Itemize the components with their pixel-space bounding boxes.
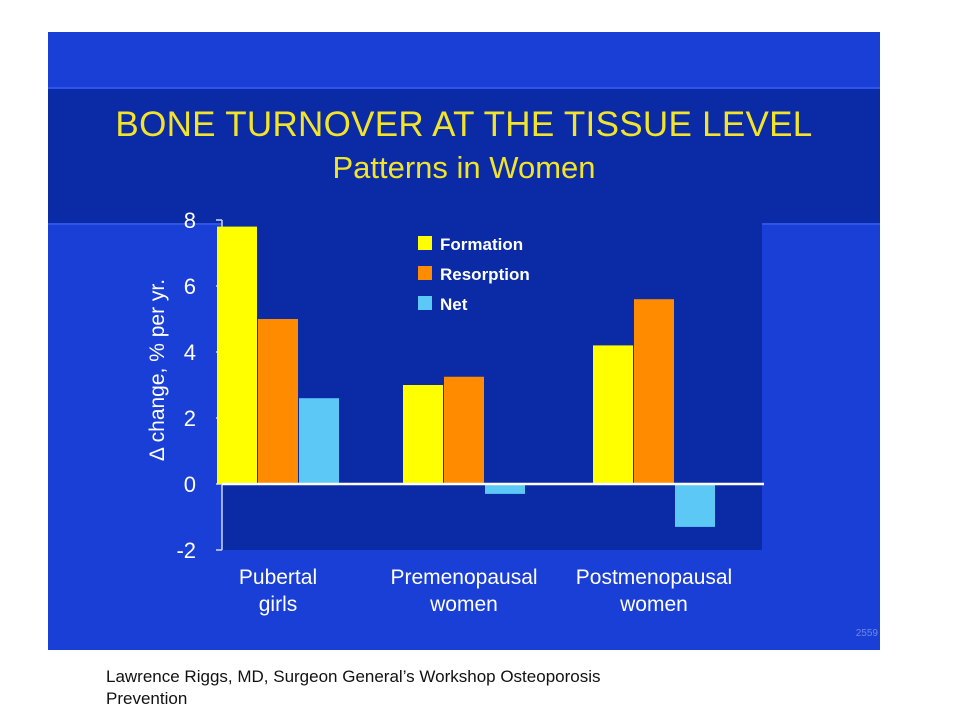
slide: BONE TURNOVER AT THE TISSUE LEVEL Patter… [48, 32, 880, 650]
bar-net-0 [299, 398, 339, 484]
x-category-label: women [429, 593, 498, 616]
title-band [48, 87, 880, 225]
bar-resorption-0 [258, 319, 298, 484]
x-category-label: girls [259, 593, 298, 616]
y-tick-label: 2 [184, 406, 196, 431]
slide-subtitle: Patterns in Women [332, 150, 596, 185]
bar-formation-0 [217, 226, 257, 484]
bar-chart: 8 6 4 2 0 -2 Δ change, % per yr. Pubertal girls P… [146, 208, 764, 616]
x-category-label: Premenopausal [390, 566, 537, 589]
legend-swatch-resorption [418, 266, 432, 280]
caption: Lawrence Riggs, MD, Surgeon General’s Wo… [106, 666, 806, 710]
caption-line-2: Prevention [106, 689, 188, 708]
x-category-label: women [619, 593, 688, 616]
legend-swatch-net [418, 296, 432, 310]
bar-resorption-2 [634, 299, 674, 484]
bar-net-2 [675, 484, 715, 527]
slide-title: BONE TURNOVER AT THE TISSUE LEVEL [115, 105, 813, 144]
x-category-label: Postmenopausal [576, 566, 732, 589]
legend-swatch-formation [418, 236, 432, 250]
y-axis-title: Δ change, % per yr. [146, 279, 169, 461]
legend-label-formation: Formation [440, 235, 523, 254]
y-tick-label: 6 [184, 274, 196, 299]
bar-net-1 [485, 484, 525, 494]
x-category-label: Pubertal [239, 566, 317, 589]
y-tick-label: 4 [184, 340, 196, 365]
bar-resorption-1 [444, 376, 484, 484]
slide-number: 2559 [855, 628, 878, 639]
caption-line-1: Lawrence Riggs, MD, Surgeon General’s Wo… [106, 667, 601, 686]
y-tick-label: -2 [176, 538, 196, 563]
y-tick-label: 8 [184, 208, 196, 233]
legend-label-resorption: Resorption [440, 265, 530, 284]
bar-formation-2 [593, 345, 633, 484]
legend-label-net: Net [440, 295, 468, 314]
bar-formation-1 [403, 385, 443, 484]
y-tick-label: 0 [184, 472, 196, 497]
